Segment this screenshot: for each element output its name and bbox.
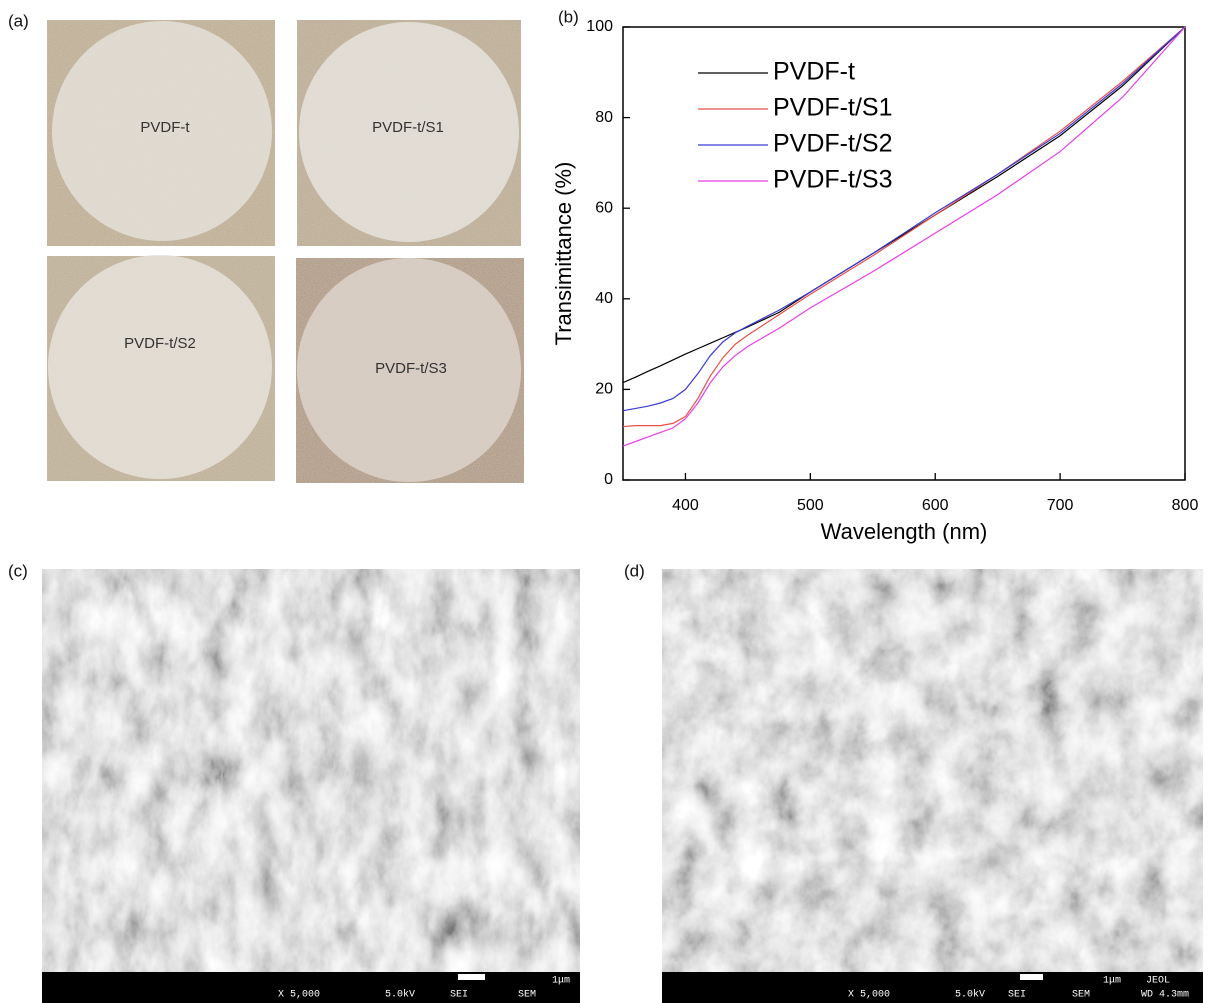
x-axis-label: Wavelength (nm) [821,519,988,544]
legend-label: PVDF-t/S2 [773,130,892,158]
sample-label: PVDF-t [140,119,190,136]
sem-info: SEM [518,990,536,1001]
sem-info: SEM [1072,990,1090,1001]
y-axis-label: Transimittance (%) [551,162,576,346]
photo: PVDF-t/S1 [297,20,521,246]
sem-info: 1μm [1103,976,1121,987]
sem-image: X 5,000 5.0kV SEI SEM 1μm JEOL WD 4.3mm [662,569,1203,1003]
figure: (a) PVDF-t PVDF-t/S1 PVDF-t/S2 PVDF-t/S3… [0,0,1212,1003]
photo: PVDF-t/S3 [296,258,524,483]
y-tick-label: 0 [604,471,613,488]
legend-label: PVDF-t/S3 [773,166,892,194]
sem-info: X 5,000 [848,990,890,1001]
sem-info: JEOL [1146,976,1170,987]
x-tick-label: 600 [922,497,949,514]
sem-info: 1μm [552,976,570,987]
line-chart: 0 20 40 60 80 100 400 500 600 700 800 Wavelength (n… [551,18,1199,544]
y-tick-label: 20 [595,381,613,398]
sample-label: PVDF-t/S3 [375,360,447,377]
sem-info: 5.0kV [955,989,985,1001]
photo: PVDF-t [47,20,275,246]
plot-frame [623,27,1185,480]
sem-info: SEI [450,990,468,1001]
sem-info: X 5,000 [278,990,320,1001]
legend-label: PVDF-t/S1 [773,94,892,122]
legend-label: PVDF-t [773,58,855,86]
x-tick-label: 700 [1047,497,1074,514]
panel-label: (c) [8,561,28,580]
y-tick-label: 60 [595,199,613,216]
panel-label: (d) [624,561,645,580]
sample-label: PVDF-t/S2 [124,335,196,352]
panel-label: (a) [8,11,29,30]
sem-info: 5.0kV [385,989,415,1001]
y-tick-label: 100 [586,18,613,35]
series-line [623,27,1185,446]
x-tick-label: 400 [672,497,699,514]
x-tick-label: 500 [797,497,824,514]
sem-info: SEI [1008,990,1026,1001]
y-tick-label: 80 [595,109,613,126]
photo: PVDF-t/S2 [47,255,275,481]
sample-label: PVDF-t/S1 [372,119,444,136]
series-line [623,27,1185,383]
sem-info: WD 4.3mm [1141,990,1189,1001]
y-tick-label: 40 [595,290,613,307]
panel-label: (b) [558,7,579,26]
sem-image: X 5,000 5.0kV SEI SEM 1μm [42,569,580,1003]
series-line [623,27,1185,411]
x-tick-label: 800 [1172,497,1199,514]
series-line [623,27,1185,427]
